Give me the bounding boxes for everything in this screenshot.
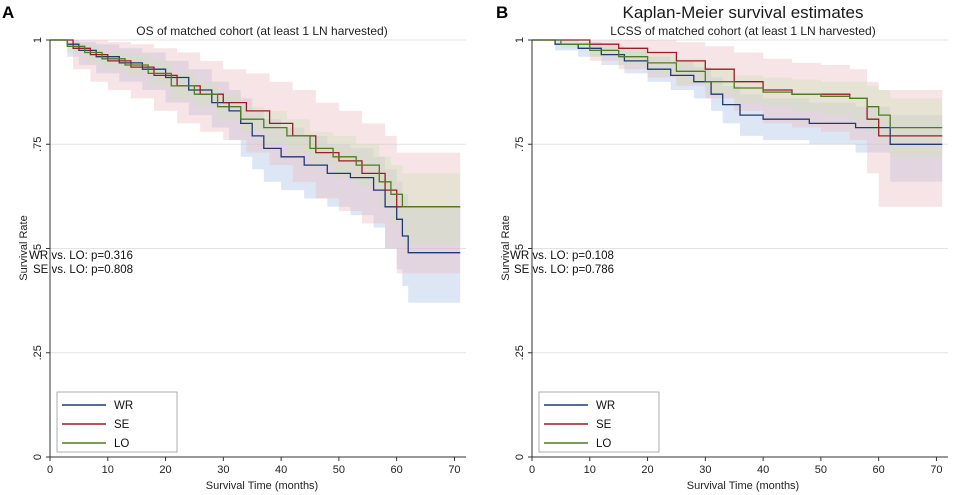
panel-b-ci-band-wr	[532, 40, 943, 182]
panel-b-ci-band-se	[532, 40, 943, 207]
panel-a-y-tick-label-1: .25	[32, 345, 44, 360]
panel-a-y-tick-label-4: 1	[32, 37, 44, 43]
panel-a-x-tick-label-6: 60	[391, 464, 403, 476]
panel-a-y-tick-label-0: 0	[32, 454, 44, 460]
panel-a-pvalue-se: SE vs. LO: p=0.808	[33, 264, 133, 276]
panel-a-ci-band-se	[50, 40, 461, 274]
panel-a-x-tick-label-4: 40	[275, 464, 287, 476]
panel-a-x-axis-label: Survival Time (months)	[206, 480, 318, 492]
panel-b-legend: WR SE LO	[538, 391, 660, 453]
panel-a-pvalue-wr: WR vs. LO: p=0.316	[29, 250, 133, 262]
panel-a-x-tick-label-3: 30	[217, 464, 229, 476]
panel-a-ci-band-wr	[50, 40, 461, 303]
panel-a-x-tick-label-5: 50	[333, 464, 345, 476]
panel-a-legend-label-wr: WR	[114, 400, 133, 412]
panel-b-y-tick-label-0: 0	[514, 454, 526, 460]
panel-a-survival-line-se	[50, 39, 461, 208]
panel-b-title: Kaplan-Meier survival estimates	[623, 3, 864, 22]
panel-b-pvalue-wr: WR vs. LO: p=0.108	[510, 250, 614, 262]
panel-b-letter: B	[496, 3, 508, 22]
panel-b-x-axis-label: Survival Time (months)	[687, 480, 799, 492]
panel-b-x-tick-label-5: 50	[815, 464, 827, 476]
panel-a-y-axis-label: Survival Rate	[18, 215, 30, 280]
panel-b-y-tick-label-1: .25	[514, 345, 526, 360]
panel-b-legend-label-lo: LO	[596, 438, 611, 450]
panel-a-survival-line-lo	[50, 39, 461, 208]
panel-a-y-tick-label-2: .5	[32, 244, 44, 253]
panel-b-legend-label-wr: WR	[596, 400, 615, 412]
panel-b-x-tick-label-0: 0	[529, 464, 535, 476]
panel-a-x-tick-label-0: 0	[47, 464, 53, 476]
panel-a-y-tick-label-3: .75	[32, 137, 44, 152]
panel-a-x-tick-label-7: 70	[448, 464, 460, 476]
panel-a-survival-line-wr	[50, 39, 461, 254]
panel-b-legend-label-se: SE	[596, 419, 612, 431]
panel-a-subtitle: OS of matched cohort (at least 1 LN harv…	[136, 24, 387, 38]
panel-b-x-tick-label-7: 70	[930, 464, 942, 476]
panel-b-survival-line-wr	[532, 39, 943, 145]
panel-a-x-tick-label-1: 10	[102, 464, 114, 476]
panel-a-x-tick-label-2: 20	[159, 464, 171, 476]
panel-a-ci-band-lo	[50, 40, 461, 245]
panel-a-legend: WR SE LO	[56, 391, 178, 453]
panel-b-subtitle: LCSS of matched cohort (at least 1 LN ha…	[610, 24, 875, 38]
panel-a-legend-label-lo: LO	[114, 438, 129, 450]
panel-b-x-tick-label-6: 60	[873, 464, 885, 476]
panel-a-letter: A	[2, 3, 14, 22]
panel-b-pvalue-se: SE vs. LO: p=0.786	[514, 264, 614, 276]
panel-b-x-tick-label-3: 30	[699, 464, 711, 476]
panel-b-x-tick-label-4: 40	[757, 464, 769, 476]
panel-b-survival-line-lo	[532, 39, 943, 129]
panel-b-legend-box	[538, 391, 660, 453]
panel-b-y-tick-label-4: 1	[514, 37, 526, 43]
panel-a-legend-box	[56, 391, 178, 453]
panel-b-ci-band-lo	[532, 40, 943, 157]
panel-b-y-axis-label: Survival Rate	[500, 215, 512, 280]
panel-b-x-tick-label-1: 10	[584, 464, 596, 476]
panel-b-y-tick-label-2: .5	[514, 244, 526, 253]
panel-b-y-tick-label-3: .75	[514, 137, 526, 152]
panel-a-legend-label-se: SE	[114, 419, 130, 431]
panel-b-x-tick-label-2: 20	[641, 464, 653, 476]
